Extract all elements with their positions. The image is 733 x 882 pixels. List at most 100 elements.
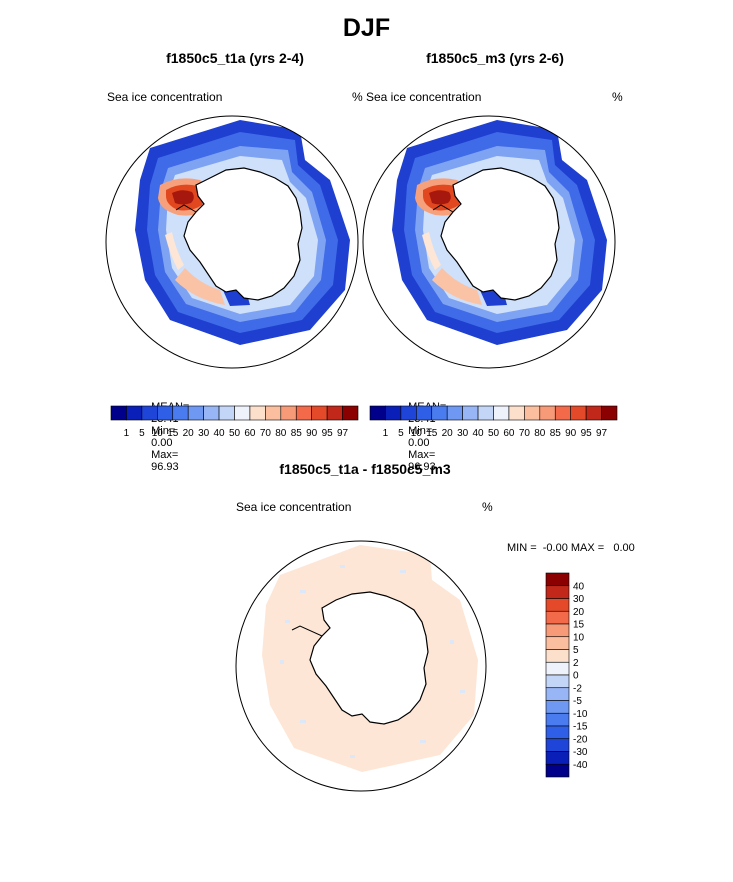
antarctica-left (183, 167, 303, 301)
colorbar-tick-label: 20 (442, 428, 454, 439)
diff-panel-title: f1850c5_t1a - f1850c5_m3 (279, 461, 451, 477)
colorbar-tick-label: 70 (260, 428, 272, 439)
panel-right-units: % (612, 90, 623, 104)
colorbar-swatch (545, 738, 570, 752)
colorbar-tick-label: -2 (573, 683, 582, 694)
colorbar-swatch (342, 405, 359, 421)
colorbar-swatch (110, 405, 127, 421)
colorbar-swatch (545, 636, 570, 650)
colorbar-swatch (203, 405, 220, 421)
colorbar-tick-label: 10 (152, 428, 164, 439)
colorbar-tick-label: 90 (565, 428, 577, 439)
colorbar-swatch (385, 405, 402, 421)
colorbar-tick-label: 40 (214, 428, 226, 439)
colorbar-swatch (554, 405, 571, 421)
ice-coast-pale (165, 232, 184, 270)
colorbar-tick-label: 15 (573, 620, 585, 631)
max-label: Max= (151, 449, 179, 461)
colorbar-swatch (295, 405, 312, 421)
colorbar-swatch (545, 610, 570, 625)
ice-coast-pale (422, 232, 441, 270)
colorbar-tick-label: 40 (473, 428, 485, 439)
map-left-border (105, 115, 359, 369)
colorbar-swatch (126, 405, 143, 421)
colorbar-tick-label: 50 (229, 428, 241, 439)
ice-ross-outer (175, 268, 225, 305)
colorbar-tick-label: 40 (573, 581, 585, 592)
colorbar-swatch (545, 661, 570, 676)
colorbar-swatch (234, 405, 251, 421)
colorbar-tick-label: 5 (139, 428, 145, 439)
colorbar-tick-label: 1 (383, 428, 389, 439)
colorbar-swatch (141, 405, 158, 421)
colorbar-swatch (508, 405, 525, 421)
colorbar-swatch (431, 405, 448, 421)
colorbar-tick-label: 1 (124, 428, 130, 439)
colorbar-tick-label: 85 (550, 428, 562, 439)
colorbar-swatch (585, 405, 602, 421)
colorbar-swatch (157, 405, 174, 421)
colorbar-swatch (187, 405, 204, 421)
diff-minmax: MIN = -0.00 MAX = 0.00 (507, 542, 635, 554)
colorbar-tick-label: 95 (581, 428, 593, 439)
colorbar-swatch (545, 687, 570, 701)
min-label: Min= (151, 425, 176, 437)
colorbar-swatch (326, 405, 343, 421)
colorbar-tick-label: 5 (398, 428, 404, 439)
colorbar-swatch (280, 405, 297, 421)
colorbar-swatch (218, 405, 235, 421)
colorbar-swatch (545, 649, 570, 663)
colorbar-tick-label: -20 (573, 734, 588, 745)
diff-speckles (280, 565, 465, 758)
colorbar-right: 1 5 10 15 20 30 40 50 60 70 80 85 90 95 97 (369, 405, 618, 439)
diff-panel-units: % (482, 500, 493, 514)
antarctica-diff (309, 591, 429, 725)
ice-weddell-core (429, 190, 451, 205)
max-label: Max= (408, 449, 436, 461)
colorbar-swatch (539, 405, 556, 421)
colorbar-tick-label: 95 (322, 428, 334, 439)
colorbar-tick-label: 10 (411, 428, 423, 439)
panel-left-units: % (352, 90, 363, 104)
colorbar-tick-label: 20 (573, 607, 585, 618)
colorbar-swatch (369, 405, 386, 421)
min-label: Min= (408, 425, 433, 437)
colorbar-swatch (416, 405, 433, 421)
colorbar-swatch (545, 700, 570, 714)
colorbar-tick-label: -15 (573, 722, 588, 733)
colorbar-swatch (265, 405, 282, 421)
colorbar-swatch (493, 405, 510, 421)
panel-left-variable: Sea ice concentration (107, 90, 223, 104)
map-left (105, 115, 359, 369)
colorbar-swatch (446, 405, 463, 421)
colorbar-tick-label: -30 (573, 747, 588, 758)
colorbar-tick-label: 80 (534, 428, 546, 439)
colorbar-swatch (545, 572, 570, 587)
page-title: DJF (342, 14, 391, 42)
peninsula-left (175, 204, 197, 213)
peninsula-right (432, 204, 454, 213)
colorbar-tick-label: 85 (291, 428, 303, 439)
colorbar-tick-label: 2 (573, 658, 579, 669)
ice-weddell-core (172, 190, 194, 205)
colorbar-swatch (545, 751, 570, 765)
colorbar-tick-label: 97 (596, 428, 608, 439)
colorbar-tick-label: 30 (457, 428, 469, 439)
colorbar-tick-label: 70 (519, 428, 531, 439)
colorbar-tick-label: 5 (573, 645, 579, 656)
colorbar-tick-label: -40 (573, 760, 588, 771)
colorbar-tick-label: 30 (198, 428, 210, 439)
map-right-border (362, 115, 616, 369)
diff-panel-variable: Sea ice concentration (236, 500, 352, 514)
colorbar-swatch (545, 585, 570, 599)
max-value: 96.93 (151, 461, 179, 473)
map-diff-border (235, 540, 487, 792)
colorbar-swatch (524, 405, 541, 421)
antarctica-right (440, 167, 560, 301)
colorbar-swatch (545, 623, 570, 638)
colorbar-swatch (400, 405, 417, 421)
colorbar-tick-label: 60 (503, 428, 515, 439)
min-value: 0.00 (151, 437, 173, 449)
